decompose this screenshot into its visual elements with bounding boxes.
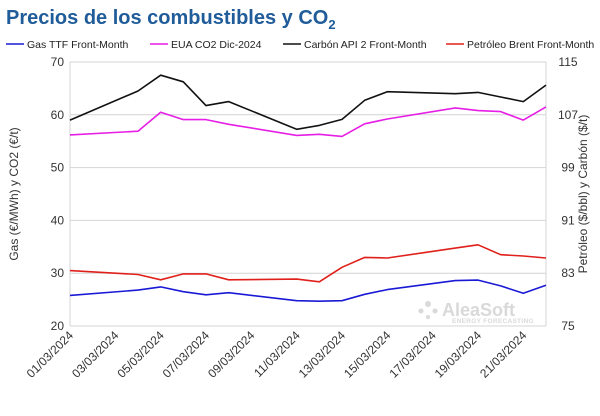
- y-left-tick-label: 70: [51, 55, 65, 69]
- legend-label: Carbón API 2 Front-Month: [304, 39, 427, 51]
- watermark-tagline: ENERGY FORECASTING: [452, 318, 534, 325]
- y-axis-left-label: Gas (€/MWh) y CO2 (€/t): [7, 127, 21, 260]
- y-left-tick-label: 30: [51, 266, 65, 280]
- legend-label: Gas TTF Front-Month: [27, 39, 128, 51]
- watermark-logo-icon: [418, 301, 438, 319]
- legend-item-gas-ttf-front-month: Gas TTF Front-Month: [6, 39, 128, 51]
- y-right-tick-label: 75: [561, 319, 575, 333]
- legend-item-carbon-api-2-front-month: Carbón API 2 Front-Month: [283, 39, 427, 51]
- legend-label: EUA CO2 Dic-2024: [171, 39, 262, 51]
- x-tick-label: 17/03/2024: [386, 328, 439, 381]
- x-tick-label: 01/03/2024: [24, 328, 77, 381]
- x-tick-label: 13/03/2024: [296, 328, 349, 381]
- y-left-tick-label: 60: [51, 108, 65, 122]
- y-right-tick-label: 91: [561, 213, 575, 227]
- left-axis-ticks: 20 30 40 50 60 70: [51, 55, 65, 333]
- watermark-brand: AleaSoft: [442, 300, 515, 320]
- chart-title: Precios de los combustibles y CO2: [6, 7, 336, 32]
- x-tick-label: 15/03/2024: [341, 328, 394, 381]
- legend-item-eua-co2-dic-2024: EUA CO2 Dic-2024: [150, 39, 262, 51]
- series-line-carbon-api-2-front-month: [69, 74, 547, 131]
- y-left-tick-label: 50: [51, 161, 65, 175]
- y-left-tick-label: 40: [51, 213, 65, 227]
- x-tick-label: 21/03/2024: [477, 328, 530, 381]
- series-line-gas-ttf-front-month: [69, 279, 547, 303]
- legend-label: Petróleo Brent Front-Month: [467, 39, 594, 51]
- series-line-eua-co2-dic-2024: [69, 106, 547, 138]
- x-tick-label: 09/03/2024: [205, 328, 258, 381]
- x-tick-label: 05/03/2024: [114, 328, 167, 381]
- series-group: [69, 74, 547, 303]
- x-tick-label: 07/03/2024: [160, 328, 213, 381]
- x-tick-label: 11/03/2024: [251, 328, 303, 380]
- x-tick-label: 19/03/2024: [432, 328, 485, 381]
- legend: Gas TTF Front-Month EUA CO2 Dic-2024 Carbó…: [6, 39, 594, 51]
- grid-lines: [69, 61, 547, 327]
- y-right-tick-label: 83: [561, 266, 575, 280]
- y-axis-right-label: Petróleo ($/bbl) y Carbón ($/t): [576, 115, 590, 274]
- series-line-petroleo-brent-front-month: [69, 244, 547, 283]
- legend-item-petroleo-brent-front-month: Petróleo Brent Front-Month: [446, 39, 594, 51]
- watermark: AleaSoft ENERGY FORECASTING: [418, 300, 534, 325]
- y-right-tick-label: 107: [558, 108, 578, 122]
- x-tick-label: 03/03/2024: [69, 328, 122, 381]
- right-axis-ticks: 75 83 91 99 107 115: [558, 55, 578, 333]
- y-right-tick-label: 99: [561, 161, 575, 175]
- y-right-tick-label: 115: [558, 55, 577, 69]
- x-axis-ticks: 01/03/202403/03/202405/03/202407/03/2024…: [24, 328, 530, 381]
- y-left-tick-label: 20: [51, 319, 65, 333]
